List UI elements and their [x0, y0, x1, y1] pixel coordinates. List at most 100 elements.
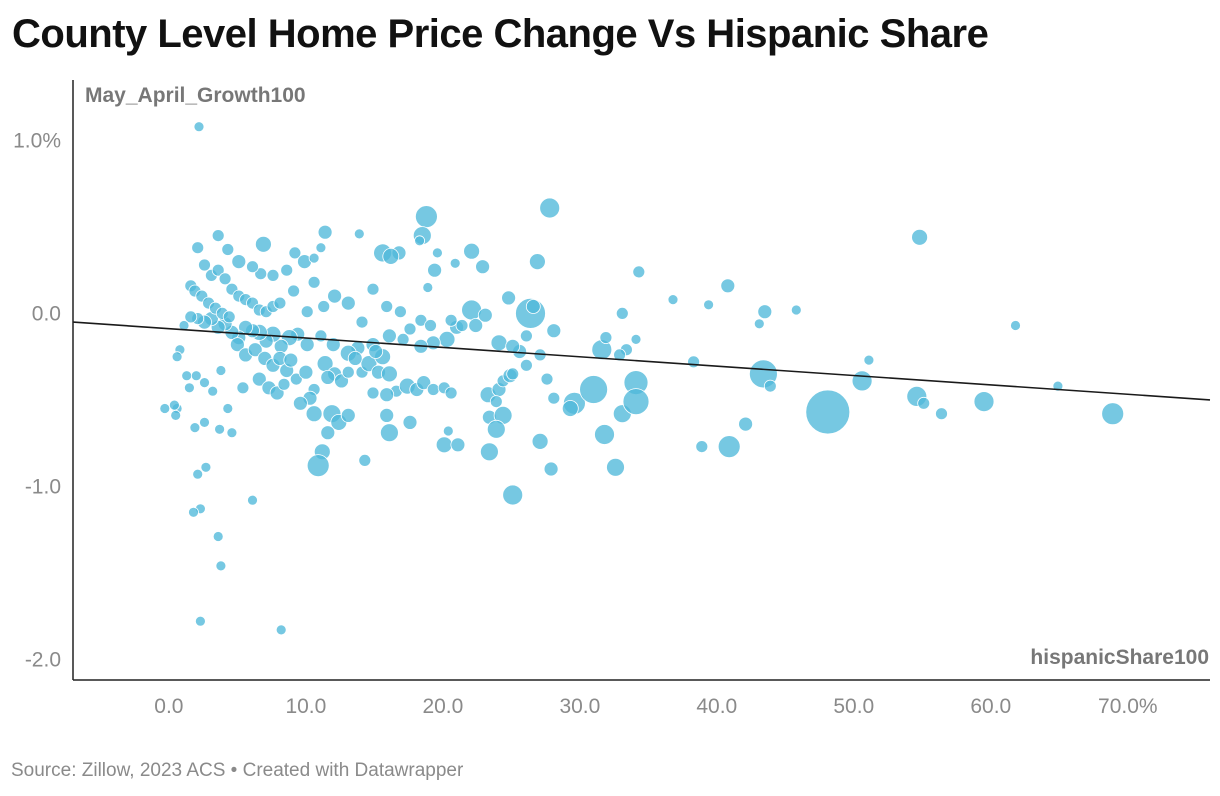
x-tick-label-5: 50.0 — [833, 695, 874, 718]
data-point-59 — [181, 370, 193, 382]
data-point-94 — [277, 377, 291, 391]
data-point-186 — [490, 334, 508, 352]
data-point-211 — [211, 263, 225, 277]
data-point-233 — [308, 252, 320, 264]
data-point-73 — [159, 403, 171, 414]
data-point-172 — [851, 370, 873, 392]
data-point-171 — [805, 389, 851, 435]
data-point-64 — [215, 365, 227, 376]
data-point-203 — [254, 267, 268, 281]
data-point-81 — [194, 615, 206, 627]
source-footer: Source: Zillow, 2023 ACS • Created with … — [11, 760, 464, 781]
chart-title: County Level Home Price Change Vs Hispan… — [12, 12, 989, 56]
data-point-131 — [306, 454, 330, 478]
data-point-62 — [199, 377, 210, 389]
y-tick-label-1: 0.0 — [32, 302, 61, 325]
data-point-209 — [198, 258, 211, 272]
data-point-189 — [546, 323, 562, 339]
data-point-208 — [191, 241, 205, 255]
trend-line — [72, 321, 1211, 401]
data-point-29 — [438, 330, 456, 348]
data-point-22 — [753, 318, 765, 330]
data-point-9 — [427, 262, 443, 278]
data-point-207 — [211, 229, 225, 243]
data-point-177 — [973, 391, 995, 413]
data-point-75 — [192, 468, 204, 480]
data-point-126 — [379, 407, 395, 423]
data-point-135 — [442, 425, 454, 437]
data-point-61 — [190, 370, 202, 382]
data-point-232 — [449, 257, 461, 269]
data-point-24 — [615, 306, 629, 320]
data-point-227 — [222, 310, 236, 324]
data-point-196 — [317, 300, 331, 313]
y-tick-label-2: -1.0 — [25, 475, 61, 498]
data-point-68 — [214, 423, 226, 435]
data-point-1 — [539, 197, 561, 219]
data-point-152 — [531, 432, 549, 450]
x-tick-label-4: 40.0 — [696, 695, 737, 718]
data-point-167 — [687, 355, 700, 369]
data-point-66 — [199, 416, 210, 428]
data-point-6 — [475, 259, 491, 275]
data-point-16 — [632, 265, 646, 279]
data-point-7 — [529, 253, 546, 271]
data-point-102 — [341, 365, 355, 379]
x-tick-label-1: 10.0 — [285, 695, 326, 718]
data-point-199 — [280, 263, 294, 277]
data-point-154 — [502, 484, 524, 506]
data-point-37 — [325, 337, 341, 353]
data-point-111 — [426, 383, 440, 396]
data-point-82 — [275, 624, 287, 636]
data-point-58 — [171, 351, 183, 363]
data-point-180 — [403, 322, 417, 336]
data-point-20 — [757, 304, 773, 320]
data-point-76 — [247, 494, 258, 506]
data-point-231 — [422, 282, 434, 293]
data-point-96 — [289, 372, 303, 386]
data-point-0 — [193, 121, 205, 133]
data-point-220 — [273, 296, 287, 310]
data-point-191 — [613, 348, 626, 362]
data-point-179 — [1101, 402, 1125, 426]
data-point-235 — [353, 228, 365, 240]
data-point-117 — [320, 369, 336, 385]
data-point-124 — [366, 386, 380, 400]
data-point-74 — [200, 461, 212, 473]
data-point-110 — [416, 375, 432, 391]
data-point-120 — [305, 405, 323, 423]
data-point-140 — [489, 395, 503, 409]
x-axis-title: hispanicShare100 — [1030, 646, 1209, 669]
data-point-193 — [355, 315, 369, 329]
data-point-192 — [630, 333, 642, 345]
data-point-78 — [188, 506, 199, 518]
data-point-69 — [226, 427, 238, 439]
data-point-33 — [381, 328, 397, 344]
data-point-63 — [207, 385, 219, 397]
x-tick-label-0: 0.0 — [154, 695, 183, 718]
data-point-212 — [218, 272, 232, 286]
data-point-147 — [520, 329, 533, 343]
data-point-201 — [300, 305, 314, 319]
data-point-183 — [444, 313, 458, 327]
data-point-55 — [184, 310, 198, 324]
data-point-113 — [444, 386, 458, 400]
data-point-106 — [380, 365, 398, 383]
data-point-18 — [667, 294, 679, 306]
data-point-229 — [380, 300, 394, 313]
data-point-56 — [178, 320, 190, 331]
data-point-25 — [501, 290, 517, 306]
data-point-134 — [450, 437, 466, 453]
data-point-83 — [229, 337, 245, 353]
data-point-67 — [189, 422, 201, 434]
data-point-200 — [287, 284, 301, 298]
data-point-157 — [579, 375, 608, 404]
data-point-85 — [247, 342, 263, 358]
data-point-14 — [254, 235, 272, 253]
data-point-27 — [477, 307, 493, 323]
data-point-197 — [307, 275, 321, 289]
data-point-13 — [317, 224, 333, 240]
data-point-149 — [520, 358, 533, 372]
data-point-80 — [215, 560, 227, 572]
